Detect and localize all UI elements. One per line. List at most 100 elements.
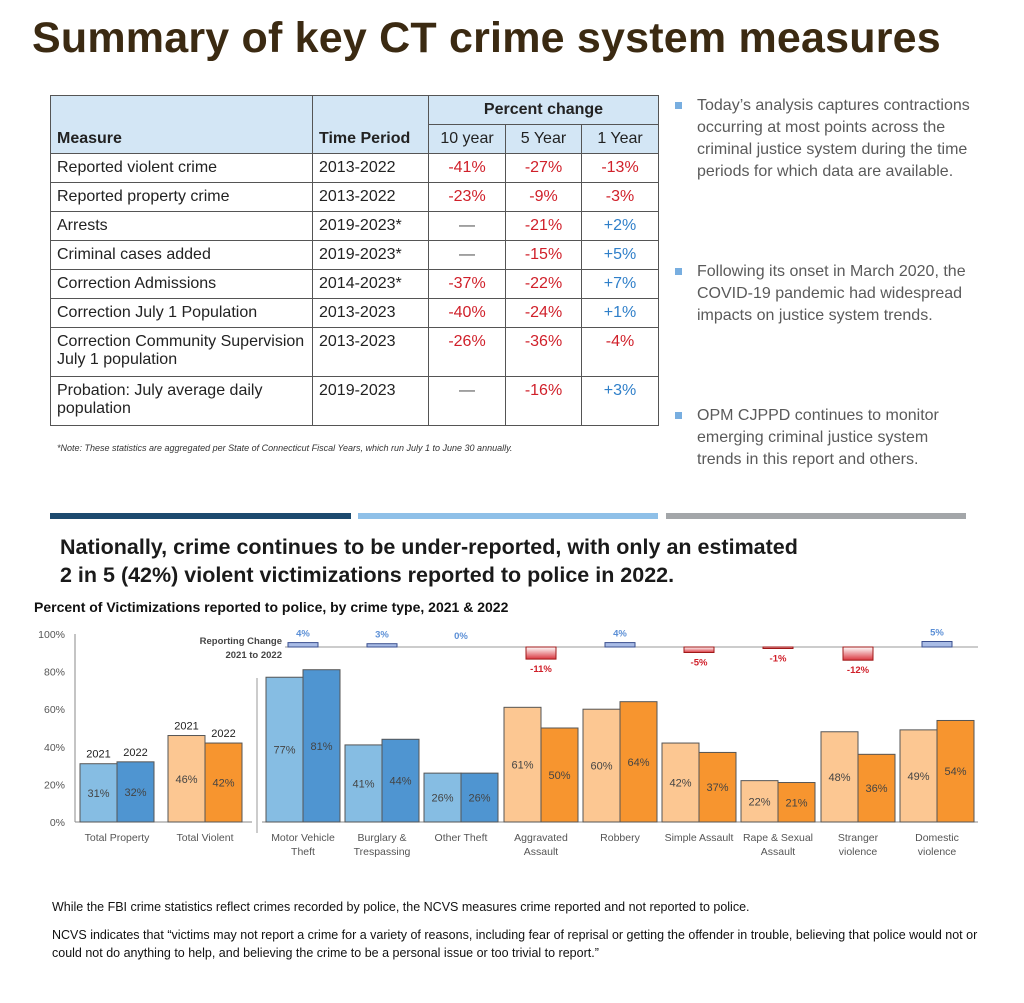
bar-2021 [79,763,118,823]
table-row: Reported violent crime 2013-2022 -41% -27% -… [50,153,660,183]
bar-2021 [265,676,304,823]
bar-value-label: 22% [748,796,770,808]
table-row: Reported property crime 2013-2022 -23% -9% -… [50,182,660,212]
bar-2022 [381,738,420,823]
five-year-cell: -36% [505,327,582,377]
category-label: Other Theft [435,832,488,844]
ten-year-cell: -26% [428,327,506,377]
chart-title: Percent of Victimizations reported to po… [34,599,509,615]
victimization-bar-chart: 0% 20% 40% 60% 80% 100% Reporting Change 2021 t… [38,628,978,858]
one-year-cell: +3% [580,376,660,426]
measure-cell: Criminal cases added [50,240,313,270]
category-label: Robbery [600,832,640,844]
bullet-item: Following its onset in March 2020, the C… [675,261,977,327]
reporting-change-bar [683,646,715,653]
bar-value-label: 41% [352,778,374,790]
bar-value-label: 60% [590,761,612,773]
five-year-cell: -9% [505,182,582,212]
reporting-change-label: 3% [375,630,389,641]
y-tick-label: 0% [50,817,65,829]
measure-cell: Correction Admissions [50,269,313,299]
bar-value-label: 81% [310,741,332,753]
category-label: Total Violent [176,832,233,844]
bar-2021 [820,731,859,823]
reporting-change-bar [366,643,398,648]
one-year-cell: -13% [580,153,660,183]
table-row: Arrests 2019-2023* — -21% +2% [50,211,660,241]
bar-value-label: 21% [785,797,807,809]
time-period-cell: 2013-2023 [312,298,429,328]
ten-year-cell: -37% [428,269,506,299]
bar-value-label: 49% [907,771,929,783]
reporting-change-label: 5% [930,628,944,639]
time-period-cell: 2014-2023* [312,269,429,299]
reporting-change-label: 4% [613,629,627,640]
ten-year-cell: -23% [428,182,506,212]
time-period-cell: 2013-2022 [312,182,429,212]
measure-cell: Reported violent crime [50,153,313,183]
ten-year-cell: — [428,240,506,270]
one-year-cell: -4% [580,327,660,377]
bar-2021 [899,729,938,823]
five-year-cell: -16% [505,376,582,426]
table-row: Correction Community Supervision July 1 … [50,327,660,377]
bar-2022 [857,753,896,823]
bar-2022 [698,751,737,823]
bar-value-label: 26% [431,793,453,805]
time-period-cell: 2019-2023 [312,376,429,426]
y-tick-label: 80% [44,667,65,679]
page-title: Summary of key CT crime system measures [32,14,941,62]
one-year-cell: +2% [580,211,660,241]
bar-2021 [582,708,621,823]
footer-text-1: While the FBI crime statistics reflect c… [52,900,750,914]
one-year-cell: -3% [580,182,660,212]
y-tick-label: 60% [44,704,65,716]
bar-value-label: 31% [87,788,109,800]
bar-value-label: 42% [212,778,234,790]
bar-2022 [619,701,658,823]
reporting-change-label: 0% [454,631,468,642]
reporting-change-bar [762,646,794,649]
category-label: Simple Assault [665,832,734,844]
reporting-change-label: -12% [847,665,870,676]
five-year-cell: -27% [505,153,582,183]
category-label: Stranger [838,832,879,844]
y-tick-label: 20% [44,779,65,791]
bullet-item: Today’s analysis captures contractions o… [675,95,977,183]
category-label: Domestic [915,832,959,844]
bar-value-label: 46% [175,774,197,786]
bullet-square-icon [675,102,682,109]
reporting-change-label: 4% [296,629,310,640]
table-row: Correction Admissions 2014-2023* -37% -22% +… [50,269,660,299]
category-label: Assault [761,846,796,858]
category-label: Trespassing [354,846,411,858]
divider-band-navy [50,513,351,519]
header-5-year: 5 Year [505,124,582,154]
time-period-cell: 2013-2022 [312,153,429,183]
measure-cell: Probation: July average daily population [50,376,313,426]
bar-value-label: 36% [865,783,887,795]
y-tick-label: 100% [38,629,65,641]
header-time-period: Time Period [312,95,429,154]
reporting-change-bar [287,642,319,648]
measure-cell: Arrests [50,211,313,241]
bar-value-label: 44% [389,776,411,788]
reporting-change-bar [921,641,953,648]
reporting-change-label: -1% [770,654,787,665]
category-label: Total Property [85,832,151,844]
category-label: violence [839,846,878,858]
reporting-change-title: Reporting Change [200,636,282,647]
bar-value-label: 64% [627,757,649,769]
ten-year-cell: — [428,211,506,241]
header-10-year: 10 year [428,124,506,154]
bar-2022 [116,761,155,823]
category-label: Aggravated [514,832,568,844]
ten-year-cell: -41% [428,153,506,183]
bar-value-label: 37% [706,782,728,794]
y-tick-label: 40% [44,742,65,754]
footer-text-2: NCVS indicates that “victims may not rep… [52,928,978,960]
bullet-square-icon [675,412,682,419]
ten-year-cell: — [428,376,506,426]
one-year-cell: +5% [580,240,660,270]
bar-value-label: 26% [468,793,490,805]
